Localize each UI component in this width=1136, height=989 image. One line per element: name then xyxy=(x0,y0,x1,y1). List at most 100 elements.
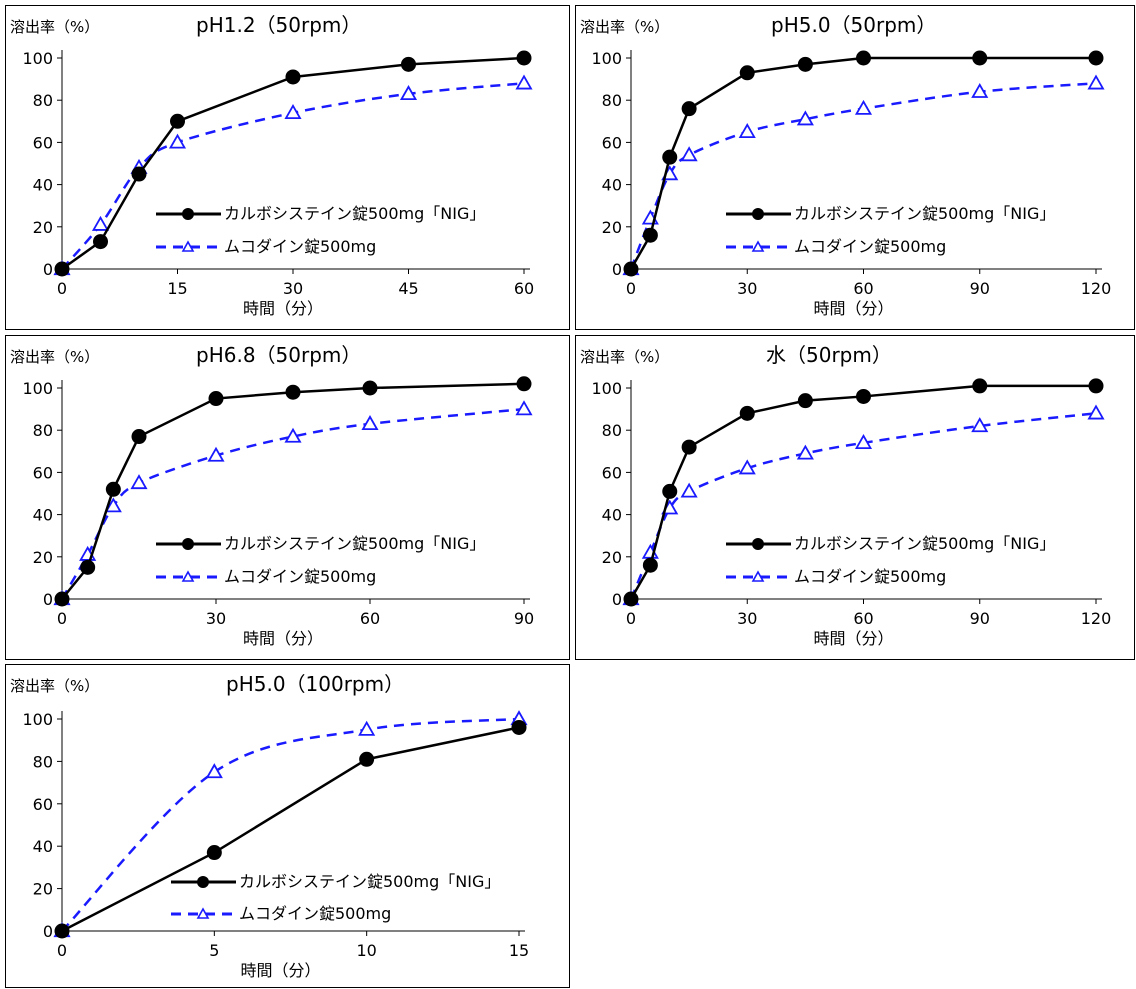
y-tick-label: 100 xyxy=(22,49,53,68)
triangle-marker xyxy=(515,74,533,90)
legend-label-mucodyne: ムコダイン錠500mg xyxy=(794,567,946,586)
x-tick-label: 60 xyxy=(514,279,534,298)
x-tick-label: 30 xyxy=(206,609,226,628)
legend-label-carbocisteine: カルボシステイン錠500mg「NIG」 xyxy=(794,204,1055,223)
y-tick-label: 20 xyxy=(33,880,53,899)
y-tick-label: 0 xyxy=(43,922,53,941)
y-tick-label: 0 xyxy=(612,590,622,609)
triangle-marker xyxy=(515,400,533,416)
x-tick-label: 0 xyxy=(57,609,67,628)
y-tick-label: 20 xyxy=(602,548,622,567)
circle-marker xyxy=(105,481,121,497)
y-tick-label: 20 xyxy=(602,218,622,237)
x-tick-label: 120 xyxy=(1081,279,1112,298)
chart-title: 水（50rpm） xyxy=(766,343,892,367)
circle-marker xyxy=(1088,378,1104,394)
y-axis-label: 溶出率（%） xyxy=(10,18,99,36)
x-tick-label: 90 xyxy=(514,609,534,628)
y-tick-label: 20 xyxy=(33,218,53,237)
triangle-marker xyxy=(680,146,698,162)
triangle-marker xyxy=(854,99,873,115)
y-axis-label: 溶出率（%） xyxy=(10,677,99,695)
circle-marker xyxy=(972,50,988,66)
y-tick-label: 100 xyxy=(22,379,53,398)
y-tick-label: 0 xyxy=(43,590,53,609)
y-tick-label: 80 xyxy=(33,421,53,440)
triangle-marker xyxy=(91,215,110,231)
x-tick-label: 15 xyxy=(167,279,187,298)
legend-label-mucodyne: ムコダイン錠500mg xyxy=(794,237,946,256)
x-tick-label: 90 xyxy=(970,609,990,628)
circle-marker xyxy=(206,845,222,861)
y-tick-label: 40 xyxy=(33,176,53,195)
y-tick-label: 60 xyxy=(33,463,53,482)
circle-marker xyxy=(54,261,70,277)
y-tick-label: 80 xyxy=(602,91,622,110)
circle-marker xyxy=(1088,50,1104,66)
circle-marker xyxy=(623,591,639,607)
circle-marker xyxy=(359,751,375,767)
circle-marker xyxy=(856,388,871,404)
y-tick-label: 60 xyxy=(602,133,622,152)
triangle-marker xyxy=(130,474,148,490)
triangle-marker xyxy=(738,123,756,139)
dissolution-chart-ph5-0: 溶出率（%） pH5.0（50rpm） 0 20 40 60 80 100 0 30 60 90 120… xyxy=(580,13,1112,318)
series-line-mucodyne xyxy=(60,407,525,600)
legend-triangle-marker xyxy=(751,570,765,582)
circle-marker xyxy=(285,69,301,85)
x-tick-label: 5 xyxy=(209,941,219,960)
chart-panel-water-50rpm: 溶出率（%） 水（50rpm） 0 20 40 60 80 100 0 30 60 90 120 時間（分… xyxy=(575,335,1135,660)
y-axis-label: 溶出率（%） xyxy=(10,348,99,366)
triangle-marker xyxy=(1087,404,1105,420)
y-tick-label: 60 xyxy=(33,133,53,152)
circle-marker xyxy=(401,56,416,72)
x-tick-label: 0 xyxy=(57,279,67,298)
legend-label-mucodyne: ムコダイン錠500mg xyxy=(224,567,376,586)
legend-triangle-marker xyxy=(181,240,195,252)
chart-panel-ph6-8-50rpm: 溶出率（%） pH6.8（50rpm） 0 20 40 60 80 100 0 30 60 90 時間（… xyxy=(5,335,570,660)
y-tick-label: 100 xyxy=(591,379,622,398)
triangle-marker xyxy=(168,133,187,149)
circle-marker xyxy=(362,380,378,396)
x-tick-label: 60 xyxy=(360,609,380,628)
chart-title: pH6.8（50rpm） xyxy=(196,343,361,367)
triangle-marker xyxy=(1087,74,1105,90)
triangle-marker xyxy=(361,415,379,431)
circle-marker xyxy=(285,384,301,400)
triangle-marker xyxy=(680,482,698,498)
circle-marker xyxy=(642,227,658,243)
y-axis-label: 溶出率（%） xyxy=(580,18,669,36)
circle-marker xyxy=(739,405,755,421)
x-tick-label: 10 xyxy=(356,941,376,960)
circle-marker xyxy=(797,56,813,72)
triangle-marker xyxy=(358,720,376,736)
legend-circle-marker xyxy=(752,538,764,550)
chart-panel-ph5-0-50rpm: 溶出率（%） pH5.0（50rpm） 0 20 40 60 80 100 0 30 60 90 120… xyxy=(575,5,1135,330)
dissolution-chart-ph6-8: 溶出率（%） pH6.8（50rpm） 0 20 40 60 80 100 0 30 60 90 時間（… xyxy=(10,343,534,648)
chart-title: pH5.0（100rpm） xyxy=(226,672,404,696)
y-axis-label: 溶出率（%） xyxy=(580,348,669,366)
x-tick-label: 60 xyxy=(853,279,873,298)
y-tick-label: 60 xyxy=(602,463,622,482)
y-tick-label: 100 xyxy=(22,710,53,729)
circle-marker xyxy=(54,591,70,607)
y-tick-label: 100 xyxy=(591,49,622,68)
legend-circle-marker xyxy=(182,538,194,550)
legend-label-mucodyne: ムコダイン錠500mg xyxy=(224,237,376,256)
x-tick-label: 0 xyxy=(57,941,67,960)
series-line-mucodyne xyxy=(61,717,520,932)
x-axis-label: 時間（分） xyxy=(240,961,320,980)
triangle-marker xyxy=(971,82,989,98)
y-tick-label: 0 xyxy=(43,260,53,279)
x-tick-label: 90 xyxy=(970,279,990,298)
circle-marker xyxy=(131,166,147,182)
triangle-marker xyxy=(284,104,302,120)
triangle-marker xyxy=(284,427,302,443)
legend-triangle-marker xyxy=(181,570,195,582)
circle-marker xyxy=(80,559,96,575)
x-axis-label: 時間（分） xyxy=(813,629,893,648)
triangle-marker xyxy=(399,85,418,101)
chart-title: pH1.2（50rpm） xyxy=(196,13,361,37)
circle-marker xyxy=(739,65,755,81)
legend-label-mucodyne: ムコダイン錠500mg xyxy=(239,904,391,923)
